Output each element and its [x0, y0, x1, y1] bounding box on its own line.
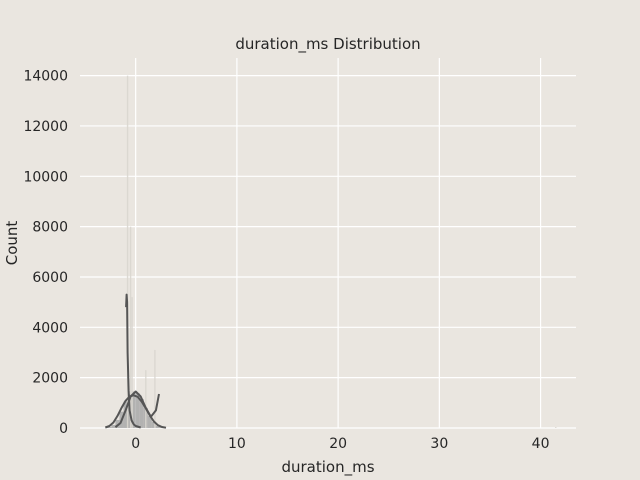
chart-title: duration_ms Distribution	[235, 35, 420, 54]
x-tick-label: 10	[228, 436, 246, 452]
y-tick-label: 2000	[32, 371, 68, 387]
histogram-bar	[135, 393, 140, 428]
y-tick-label: 0	[59, 421, 68, 437]
x-tick-label: 40	[532, 436, 550, 452]
histogram-bar	[139, 399, 144, 428]
histogram-bar	[107, 426, 112, 428]
x-tick-labels: 0 10 20 30 40	[131, 436, 549, 452]
y-tick-label: 10000	[23, 169, 68, 185]
histogram-bar	[115, 419, 120, 428]
plot-area	[80, 58, 576, 428]
kde-line	[125, 293, 141, 429]
spike-bar	[555, 426, 557, 428]
y-axis-label: Count	[3, 221, 21, 266]
histogram-bar	[151, 421, 156, 428]
spike-bar	[145, 370, 147, 428]
x-tick-label: 0	[131, 436, 140, 452]
kde-line	[114, 390, 160, 428]
kde-curves	[104, 293, 167, 429]
grid	[80, 58, 576, 429]
y-tick-labels: 0 2000 4000 6000 8000 10000 12000 14000	[23, 69, 68, 437]
y-tick-label: 6000	[32, 270, 68, 286]
histogram-bar	[131, 391, 136, 428]
x-tick-label: 30	[430, 436, 448, 452]
x-tick-label: 20	[329, 436, 347, 452]
histogram-bar	[123, 401, 128, 428]
spike-bar	[126, 75, 129, 428]
x-axis-label: duration_ms	[281, 458, 374, 477]
spike-bar	[154, 349, 156, 428]
y-tick-label: 4000	[32, 320, 68, 336]
kde-line	[104, 394, 167, 429]
y-tick-label: 12000	[23, 119, 68, 135]
histogram-bar	[111, 424, 116, 428]
y-tick-label: 8000	[32, 220, 68, 236]
histogram-bar	[147, 415, 152, 428]
histogram-bar	[155, 425, 160, 428]
spike-bar	[131, 297, 133, 428]
y-tick-label: 14000	[23, 69, 68, 85]
spike-bars	[126, 75, 557, 428]
spike-bar	[129, 226, 132, 428]
